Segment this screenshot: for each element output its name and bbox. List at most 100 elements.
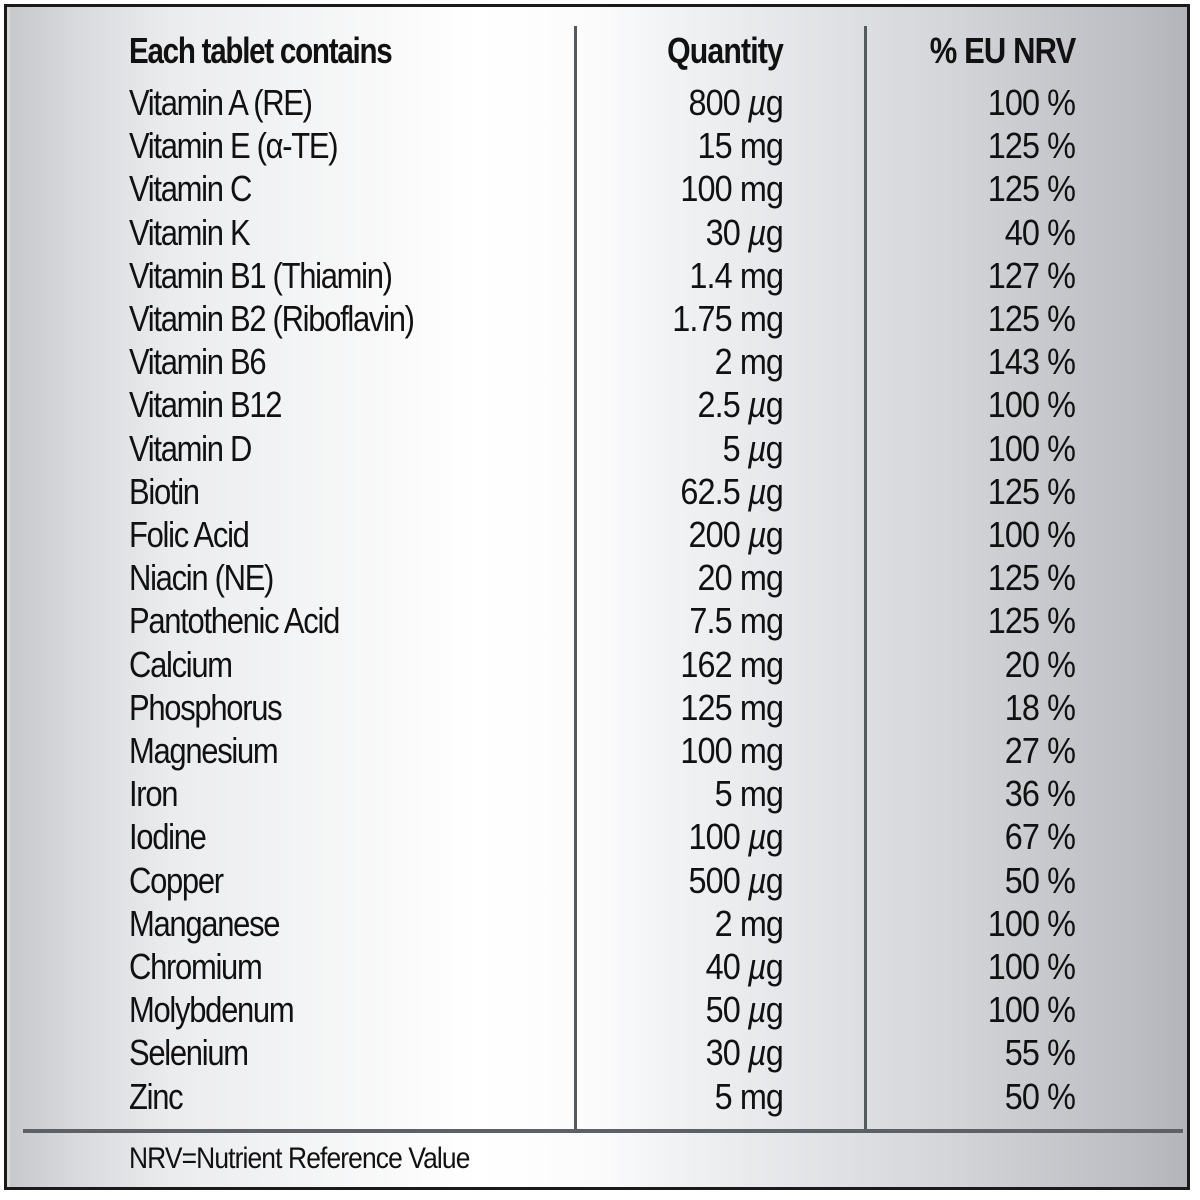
nutrient-quantity: 100 mg [680, 730, 784, 771]
nutrient-nrv-percent: 100 % [987, 514, 1076, 555]
nutrient-quantity: 15 mg [697, 125, 783, 167]
nutrient-nrv-percent: 100 % [987, 902, 1076, 944]
nutrient-nrv-percent: 20 % [1004, 643, 1076, 685]
column-divider-nrv [864, 26, 867, 1132]
nutrient-name: Vitamin E (α-TE) [129, 125, 339, 167]
nutrient-quantity: 20 mg [697, 557, 783, 599]
nutrient-name: Chromium [129, 946, 263, 987]
nutrient-nrv-percent: 100 % [987, 946, 1076, 987]
nutrient-name: Niacin (NE) [129, 557, 274, 599]
nutrient-quantity: 500 µg [688, 859, 784, 901]
table-row: Selenium 30 µg 55 % [7, 1031, 1193, 1074]
nutrient-name: Iron [129, 773, 178, 815]
nutrient-name: Pantothenic Acid [129, 600, 340, 642]
table-row: Vitamin B2 (Riboflavin) 1.75 mg 125 % [7, 297, 1193, 340]
nutrient-name: Copper [129, 859, 224, 901]
micro-unit-glyph: µ [748, 989, 767, 1031]
nutrient-name: Vitamin B2 (Riboflavin) [129, 298, 415, 339]
panel-edge-highlight [7, 7, 10, 1187]
nutrient-name: Iodine [129, 816, 207, 858]
nutrient-quantity: 200 µg [688, 514, 784, 555]
micro-unit-glyph: µ [748, 211, 767, 253]
table-row: Vitamin A (RE) 800 µg 100 % [7, 81, 1193, 124]
table-row: Zinc 5 mg 50 % [7, 1075, 1193, 1118]
nutrient-nrv-percent: 125 % [987, 557, 1076, 599]
table-row: Chromium 40 µg 100 % [7, 945, 1193, 988]
nutrient-name: Calcium [129, 643, 233, 685]
nutrient-name: Vitamin D [129, 427, 252, 469]
nutrient-name: Vitamin A (RE) [129, 82, 313, 123]
nutrient-quantity: 5 mg [714, 773, 784, 815]
nutrient-nrv-percent: 100 % [987, 989, 1076, 1031]
table-row: Vitamin D 5 µg 100 % [7, 427, 1193, 470]
nutrient-nrv-percent: 18 % [1004, 686, 1076, 728]
header-quantity: Quantity [667, 30, 784, 71]
nutrient-quantity: 30 µg [705, 1032, 784, 1074]
table-row: Vitamin B12 2.5 µg 100 % [7, 383, 1193, 426]
nutrient-quantity: 1.75 mg [672, 298, 784, 339]
nutrient-quantity: 1.4 mg [689, 254, 784, 296]
nutrient-nrv-percent: 27 % [1004, 730, 1076, 771]
table-row: Vitamin B1 (Thiamin) 1.4 mg 127 % [7, 254, 1193, 297]
nutrient-nrv-percent: 125 % [987, 125, 1076, 167]
nutrient-quantity: 40 µg [705, 946, 784, 987]
nutrient-name: Manganese [129, 902, 280, 944]
nutrient-quantity: 2.5 µg [697, 384, 784, 426]
nutrient-name: Folic Acid [129, 514, 250, 555]
table-row: Manganese 2 mg 100 % [7, 902, 1193, 945]
nutrient-quantity: 7.5 mg [689, 600, 784, 642]
nutrient-nrv-percent: 143 % [987, 341, 1076, 383]
micro-unit-glyph: µ [748, 1032, 767, 1074]
table-row: Folic Acid 200 µg 100 % [7, 513, 1193, 556]
nutrient-name: Molybdenum [129, 989, 295, 1031]
nutrient-nrv-percent: 125 % [987, 470, 1076, 512]
table-row: Vitamin K 30 µg 40 % [7, 211, 1193, 254]
nutrient-quantity: 62.5 µg [680, 470, 784, 512]
nutrient-quantity: 50 µg [705, 989, 784, 1031]
table-header-row: Each tablet contains Quantity % EU NRV [7, 29, 1193, 72]
micro-unit-glyph: µ [748, 470, 767, 512]
micro-unit-glyph: µ [748, 384, 767, 426]
nutrient-quantity: 2 mg [714, 341, 784, 383]
nutrient-name: Phosphorus [129, 686, 283, 728]
nutrient-nrv-percent: 125 % [987, 600, 1076, 642]
header-nutrient: Each tablet contains [129, 30, 393, 71]
nutrient-nrv-percent: 100 % [987, 427, 1076, 469]
nutrient-quantity: 162 mg [680, 643, 784, 685]
table-row: Copper 500 µg 50 % [7, 859, 1193, 902]
micro-unit-glyph: µ [748, 946, 767, 987]
micro-unit-glyph: µ [748, 82, 767, 123]
nutrient-quantity: 30 µg [705, 211, 784, 253]
table-row: Niacin (NE) 20 mg 125 % [7, 556, 1193, 599]
nutrient-quantity: 125 mg [680, 686, 784, 728]
micro-unit-glyph: µ [748, 427, 767, 469]
nutrient-nrv-percent: 67 % [1004, 816, 1076, 858]
nutrient-quantity: 2 mg [714, 902, 784, 944]
table-row: Pantothenic Acid 7.5 mg 125 % [7, 599, 1193, 642]
micro-unit-glyph: µ [748, 816, 767, 858]
nutrient-quantity: 100 mg [680, 168, 784, 210]
nutrient-name: Biotin [129, 470, 200, 512]
nutrient-name: Selenium [129, 1032, 249, 1074]
table-bottom-rule [23, 1129, 1183, 1133]
footnote: NRV=Nutrient Reference Value [129, 1142, 470, 1175]
table-row: Vitamin B6 2 mg 143 % [7, 340, 1193, 383]
table-row: Biotin 62.5 µg 125 % [7, 470, 1193, 513]
column-divider-quantity [574, 26, 577, 1132]
nutrient-nrv-percent: 100 % [987, 82, 1076, 123]
table-row: Phosphorus 125 mg 18 % [7, 686, 1193, 729]
nutrient-quantity: 5 mg [714, 1075, 784, 1117]
micro-unit-glyph: µ [748, 859, 767, 901]
nutrient-name: Vitamin B6 [129, 341, 267, 383]
nutrient-nrv-percent: 50 % [1004, 1075, 1076, 1117]
nutrient-nrv-percent: 100 % [987, 384, 1076, 426]
micro-unit-glyph: µ [748, 514, 767, 555]
nutrient-nrv-percent: 55 % [1004, 1032, 1076, 1074]
table-row: Magnesium 100 mg 27 % [7, 729, 1193, 772]
nutrient-nrv-percent: 50 % [1004, 859, 1076, 901]
table-row: Calcium 162 mg 20 % [7, 643, 1193, 686]
nutrient-nrv-percent: 40 % [1004, 211, 1076, 253]
nutrient-quantity: 5 µg [722, 427, 784, 469]
nutrient-quantity: 800 µg [688, 82, 784, 123]
table-row: Molybdenum 50 µg 100 % [7, 988, 1193, 1031]
